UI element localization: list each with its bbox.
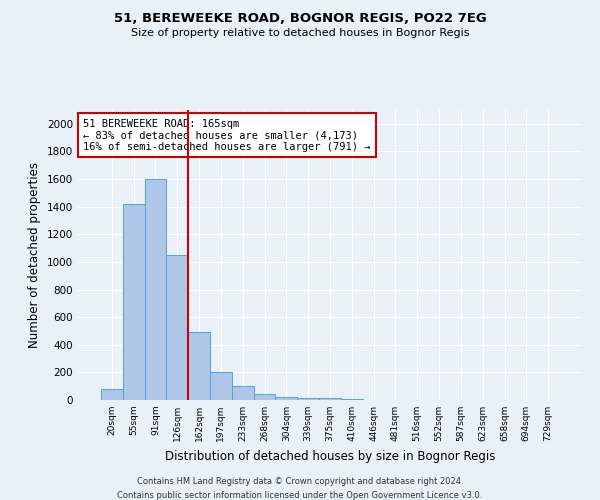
Bar bbox=[123, 204, 145, 400]
Bar bbox=[275, 396, 297, 400]
Bar bbox=[210, 372, 232, 400]
Y-axis label: Number of detached properties: Number of detached properties bbox=[28, 162, 41, 348]
Bar bbox=[145, 179, 166, 400]
Bar bbox=[166, 255, 188, 400]
X-axis label: Distribution of detached houses by size in Bognor Regis: Distribution of detached houses by size … bbox=[165, 450, 495, 462]
Text: Size of property relative to detached houses in Bognor Regis: Size of property relative to detached ho… bbox=[131, 28, 469, 38]
Text: Contains HM Land Registry data © Crown copyright and database right 2024.: Contains HM Land Registry data © Crown c… bbox=[137, 478, 463, 486]
Bar bbox=[101, 389, 123, 400]
Bar bbox=[188, 332, 210, 400]
Bar bbox=[297, 398, 319, 400]
Bar bbox=[254, 394, 275, 400]
Bar bbox=[341, 398, 363, 400]
Text: Contains public sector information licensed under the Open Government Licence v3: Contains public sector information licen… bbox=[118, 491, 482, 500]
Text: 51, BEREWEEKE ROAD, BOGNOR REGIS, PO22 7EG: 51, BEREWEEKE ROAD, BOGNOR REGIS, PO22 7… bbox=[113, 12, 487, 26]
Bar bbox=[319, 398, 341, 400]
Bar bbox=[232, 386, 254, 400]
Text: 51 BEREWEEKE ROAD: 165sqm
← 83% of detached houses are smaller (4,173)
16% of se: 51 BEREWEEKE ROAD: 165sqm ← 83% of detac… bbox=[83, 118, 371, 152]
